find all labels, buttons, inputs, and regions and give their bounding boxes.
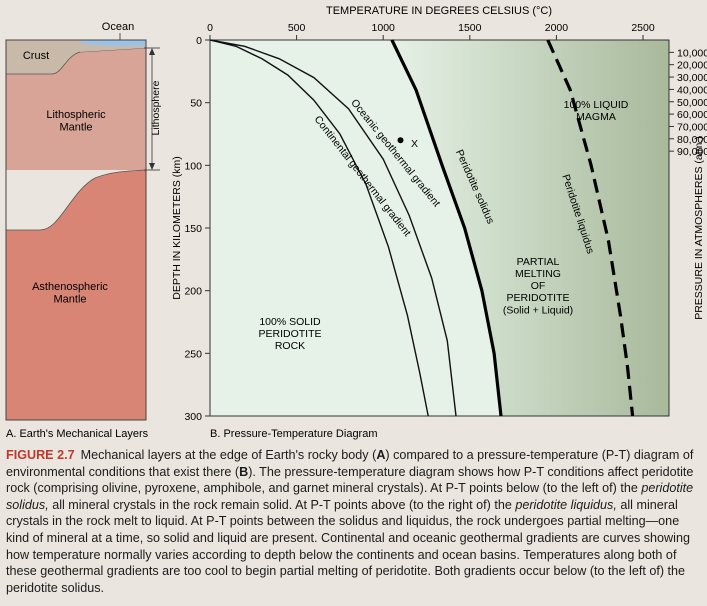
right-tick-label: 60,000 [677, 109, 707, 121]
asthenospheric-mantle-layer [6, 170, 146, 420]
lithosphere-label: Lithosphere [150, 80, 162, 135]
left-axis-title: DEPTH IN KILOMETERS (km) [171, 156, 183, 300]
left-tick-label: 300 [184, 411, 202, 423]
melt-region [391, 40, 669, 416]
left-tick-label: 150 [184, 223, 202, 235]
left-tick-label: 50 [190, 98, 202, 110]
right-axis-ticks: 10,00020,00030,00040,00050,00060,00070,0… [669, 47, 707, 158]
figure-graphic: Ocean Crust Lithospheric Mantle Asthenosp… [5, 5, 707, 440]
top-tick-label: 500 [288, 22, 306, 34]
right-tick-label: 70,000 [677, 121, 707, 133]
panel-a-mechanical-layers [5, 33, 160, 421]
asthenospheric-mantle-label: Asthenospheric Mantle [32, 281, 108, 306]
liquidus-curve [546, 39, 635, 417]
top-tick-label: 1000 [372, 22, 396, 34]
point-x-marker [397, 137, 404, 144]
caption-text-5: all mineral crystals in the rock melt to… [6, 497, 690, 595]
caption-text-2: ) compared to a pressure-temperature (P-… [6, 448, 694, 479]
top-axis-ticks: 0 500 1000 1500 2000 2500 [207, 22, 655, 40]
ocean-label: Ocean [102, 21, 134, 33]
partial-melt-region-label: PARTIAL MELTING OF PERIDOTITE (Solid + Liqui… [503, 256, 573, 316]
left-tick-label: 0 [196, 35, 202, 47]
left-tick-label: 100 [184, 160, 202, 172]
lithospheric-mantle-label: Lithospheric Mantle [46, 109, 106, 134]
right-tick-label: 90,000 [677, 146, 707, 158]
caption-solidus-term: peridotite solidus, [6, 481, 694, 512]
left-tick-label: 250 [184, 348, 202, 360]
caption-ref-b: B [239, 464, 249, 479]
figure-caption: FIGURE 2.7 Mechanical layers at the edge … [6, 447, 702, 596]
liquid-region-label: 100% LIQUID MAGMA [564, 99, 629, 123]
crust-label: Crust [23, 50, 49, 62]
figure-number: FIGURE 2.7 [6, 448, 75, 462]
oceanic-gradient-curve [209, 39, 457, 417]
solidus-curve [390, 39, 503, 417]
right-tick-label: 50,000 [677, 97, 707, 109]
caption-ref-a: A [376, 448, 386, 462]
lithospheric-mantle-layer [6, 48, 146, 170]
right-tick-label: 40,000 [677, 84, 707, 96]
top-tick-label: 2000 [545, 22, 569, 34]
panel-b-caption: B. Pressure-Temperature Diagram [210, 428, 378, 440]
caption-liquidus-term: peridotite liquidus, [515, 497, 617, 512]
right-tick-label: 10,000 [677, 47, 707, 59]
panel-a-caption: A. Earth's Mechanical Layers [6, 428, 149, 440]
right-axis-title: PRESSURE IN ATMOSPHERES (atm.) [693, 136, 705, 320]
top-tick-label: 2500 [631, 22, 655, 34]
top-axis-title: TEMPERATURE IN DEGREES CELSIUS (°C) [326, 5, 552, 17]
top-tick-label: 0 [207, 22, 213, 34]
caption-text-4: all mineral crystals in the rock remain … [48, 497, 516, 512]
left-tick-label: 200 [184, 286, 202, 298]
point-x-label: X [411, 138, 418, 150]
right-tick-label: 80,000 [677, 134, 707, 146]
left-axis-ticks: 0 50 100 150 200 250 300 [184, 35, 210, 423]
ocean-layer [78, 40, 146, 47]
panel-b-pt-diagram: 0 500 1000 1500 2000 2500 050100150200250300 … [184, 22, 707, 423]
caption-text-1: Mechanical layers at the edge of Earth's… [80, 448, 377, 462]
right-tick-label: 30,000 [677, 72, 707, 84]
top-tick-label: 1500 [458, 22, 482, 34]
solid-region-label: 100% SOLID PERIDOTITE ROCK [258, 316, 321, 352]
right-tick-label: 20,000 [677, 60, 707, 72]
continental-gradient-curve [209, 39, 429, 417]
caption-text-3: ). The pressure-temperature diagram show… [6, 464, 694, 496]
